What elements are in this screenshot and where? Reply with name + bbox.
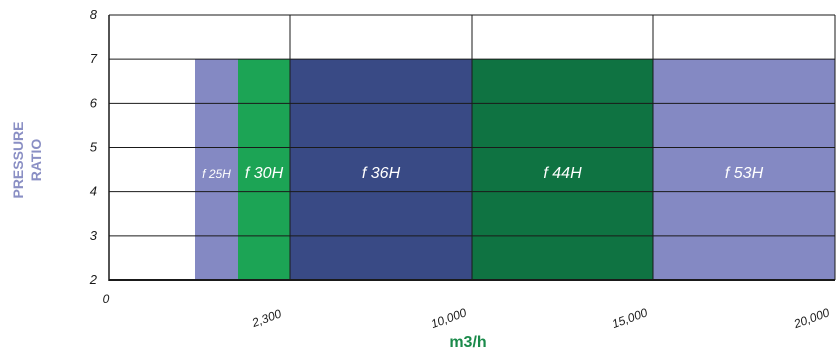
y-tick-label: 5 xyxy=(90,140,98,155)
band-f-44h xyxy=(472,59,653,280)
x-axis-title: m3/h xyxy=(449,334,486,351)
y-tick-label: 7 xyxy=(90,51,98,66)
x-tick-label: 15,000 xyxy=(610,305,650,331)
y-axis-title-line-2: RATIO xyxy=(28,139,44,182)
x-tick-label: 10,000 xyxy=(429,305,469,331)
y-tick-label: 6 xyxy=(90,95,98,110)
band-f-53h xyxy=(653,59,835,280)
x-tick-label: 20,000 xyxy=(791,305,832,331)
band-label: f 30H xyxy=(245,165,284,182)
y-tick-label: 8 xyxy=(90,7,98,22)
y-tick-label: 3 xyxy=(90,228,98,243)
band-label: f 53H xyxy=(725,165,764,182)
x-tick-label: 2,300 xyxy=(249,306,283,330)
band-label: f 36H xyxy=(362,165,401,182)
y-tick-label: 4 xyxy=(90,184,97,199)
band-label: f 44H xyxy=(543,165,582,182)
y-tick-label: 2 xyxy=(89,272,98,287)
grid-layer xyxy=(109,14,836,280)
labels-layer: f 25H f 30H f 36H f 44H f 53H xyxy=(202,165,763,182)
band-f-30h xyxy=(238,59,290,280)
y-axis-title-line-1: PRESSURE xyxy=(10,121,26,198)
bands-layer xyxy=(195,59,835,280)
band-f-25h xyxy=(195,59,238,280)
x-tick-label: 0 xyxy=(103,292,110,306)
band-label: f 25H xyxy=(202,167,231,181)
band-f-36h xyxy=(290,59,472,280)
